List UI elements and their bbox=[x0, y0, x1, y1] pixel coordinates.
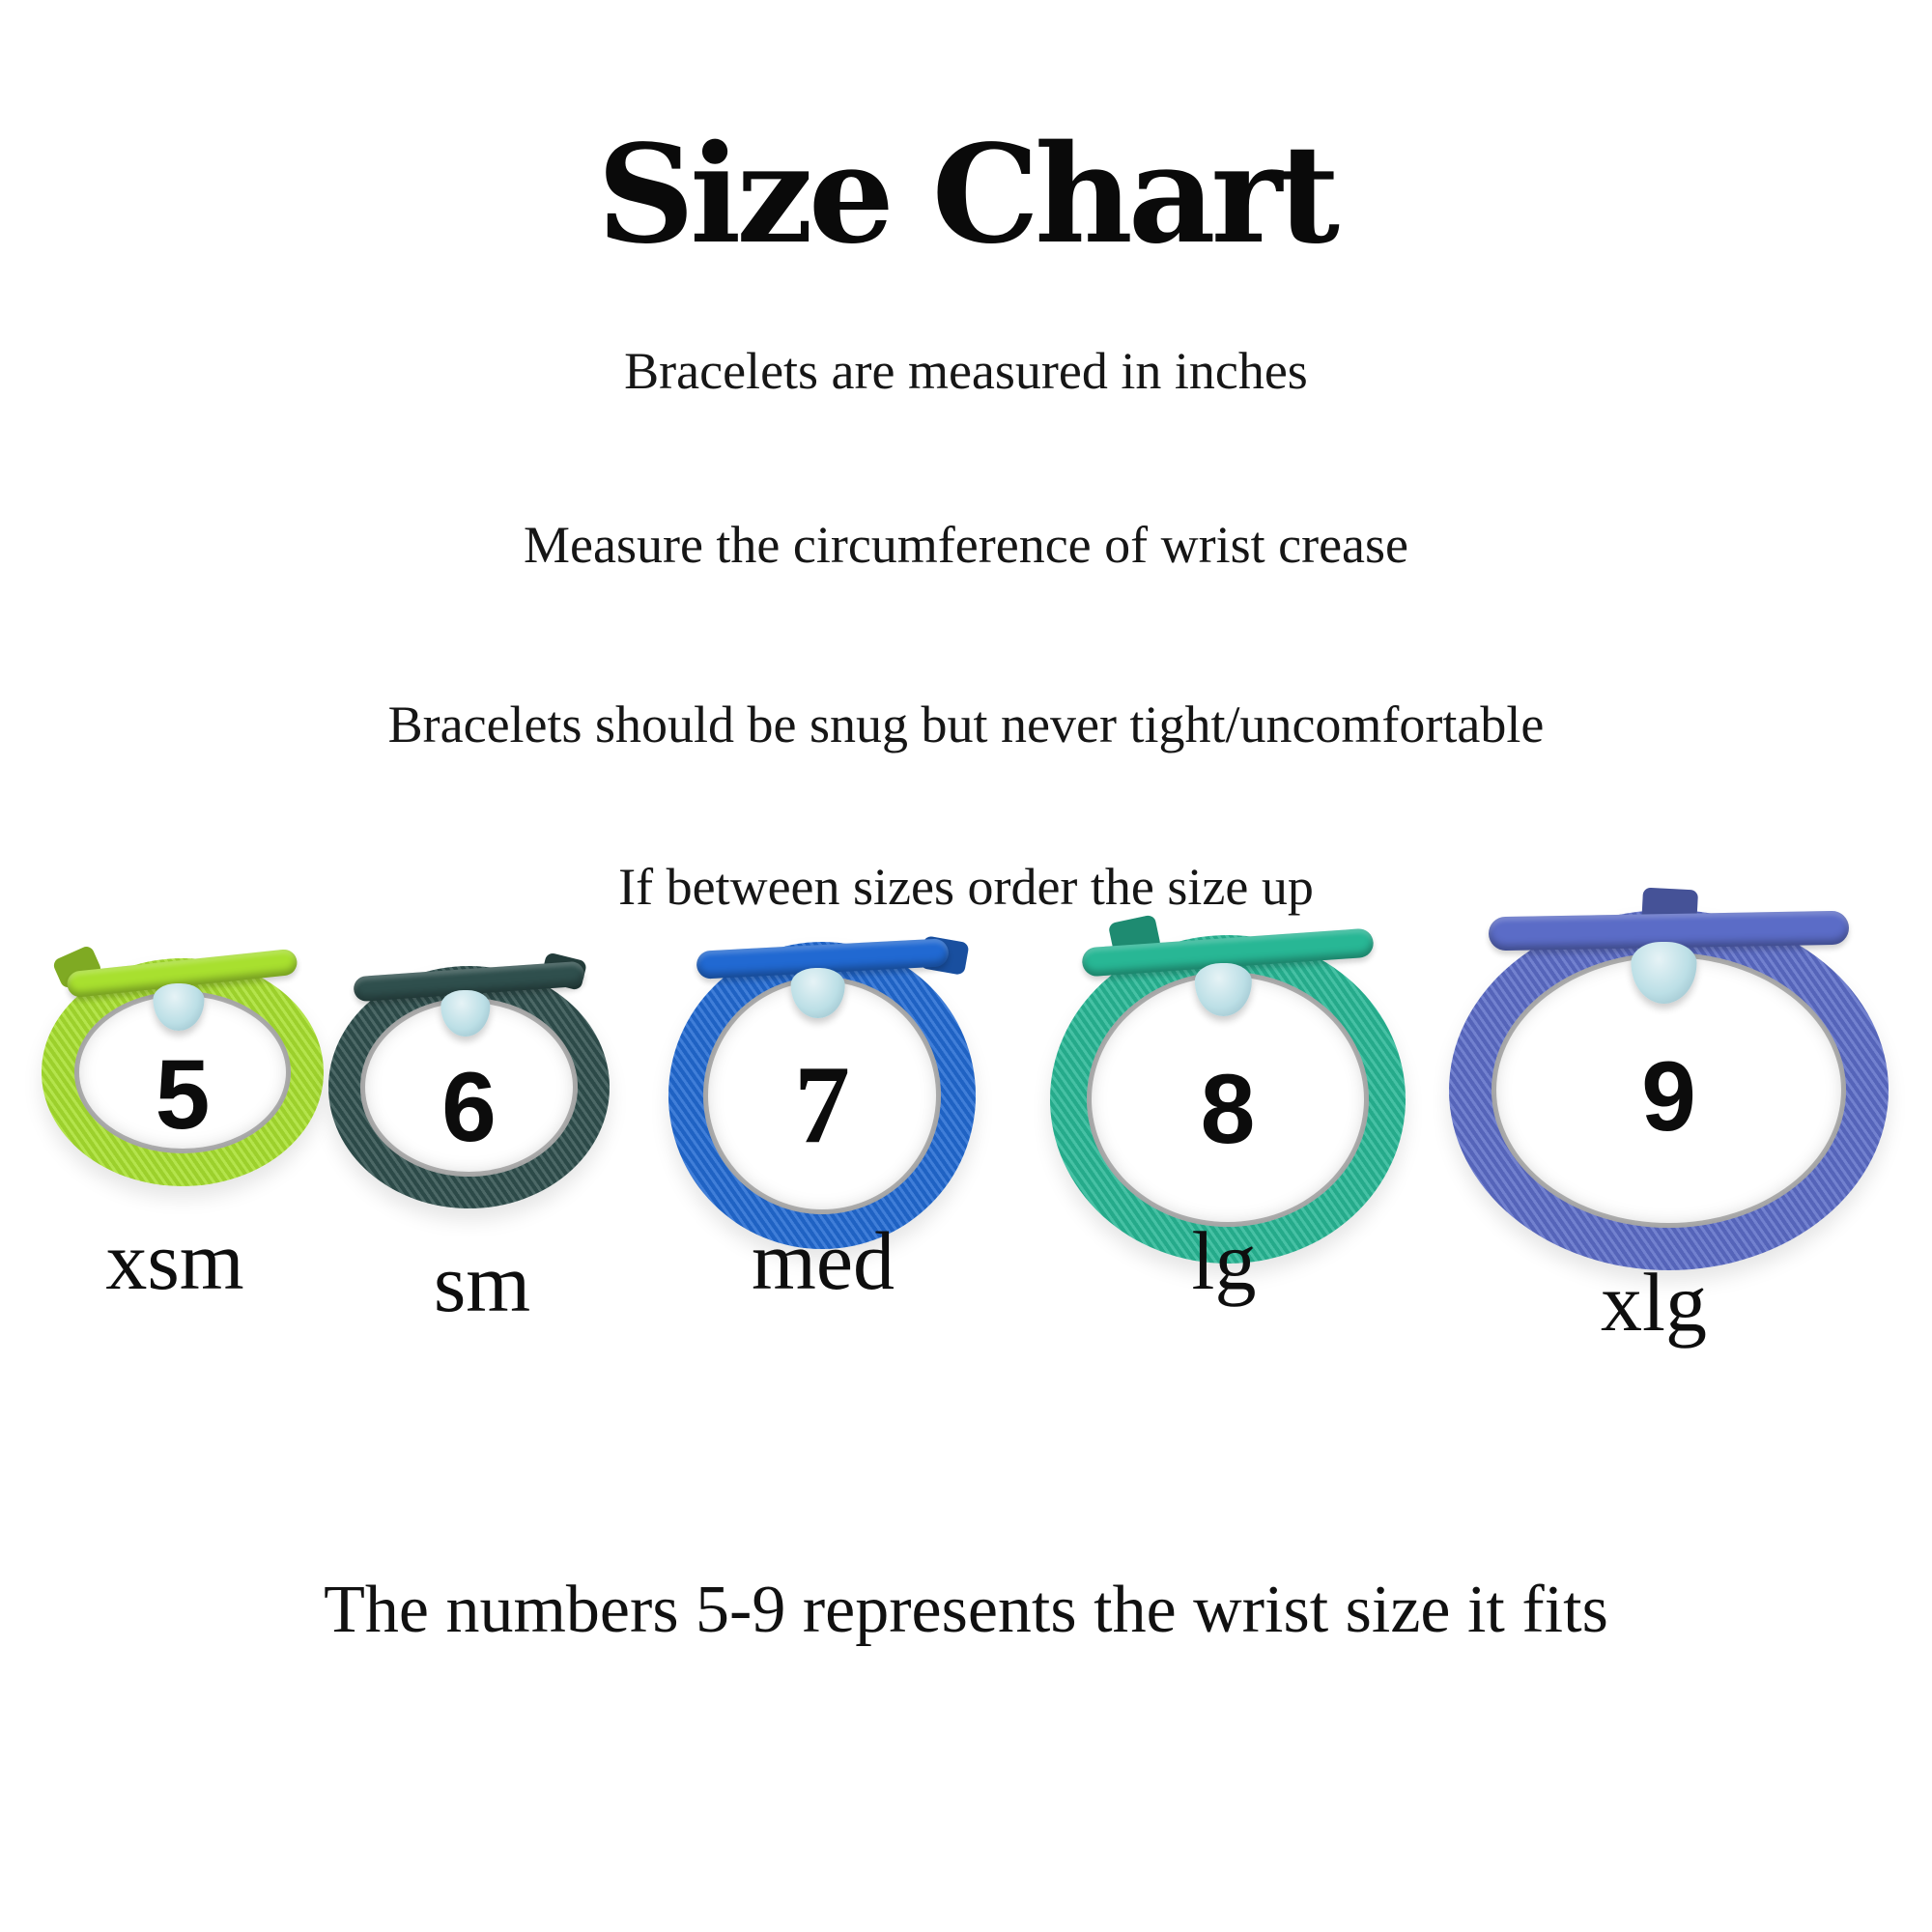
size-label-med: med bbox=[751, 1214, 895, 1307]
instruction-snug-fit: Bracelets should be snug but never tight… bbox=[387, 696, 1545, 753]
bead-charm bbox=[1194, 962, 1252, 1016]
instruction-between-sizes: If between sizes order the size up bbox=[618, 858, 1314, 916]
bracelet-photo-size-7: 7 bbox=[668, 935, 976, 1249]
footnote-wrist-size: The numbers 5-9 represents the wrist siz… bbox=[324, 1573, 1608, 1647]
page-title: Size Chart bbox=[597, 115, 1340, 274]
bead-charm bbox=[153, 982, 205, 1031]
bead-charm bbox=[440, 989, 490, 1037]
size-number: 6 bbox=[441, 1052, 497, 1163]
size-label-xlg: xlg bbox=[1601, 1256, 1707, 1349]
bracelet-photo-size-9: 9 bbox=[1449, 887, 1889, 1270]
size-label-xsm: xsm bbox=[105, 1214, 244, 1307]
instruction-measured-in-inches: Bracelets are measured in inches bbox=[624, 342, 1308, 400]
bracelet-photo-size-8: 8 bbox=[1050, 914, 1406, 1264]
instruction-measure-circumference: Measure the circumference of wrist creas… bbox=[524, 516, 1408, 574]
bracelet-photo-size-6: 6 bbox=[328, 952, 610, 1208]
size-number: 7 bbox=[794, 1043, 850, 1168]
bracelet-photo-size-5: 5 bbox=[42, 944, 324, 1186]
size-label-lg: lg bbox=[1191, 1214, 1257, 1307]
size-number: 8 bbox=[1200, 1054, 1256, 1165]
size-number: 5 bbox=[155, 1038, 211, 1150]
size-label-sm: sm bbox=[433, 1236, 531, 1329]
size-number: 9 bbox=[1641, 1040, 1696, 1151]
bead-charm bbox=[790, 968, 845, 1019]
